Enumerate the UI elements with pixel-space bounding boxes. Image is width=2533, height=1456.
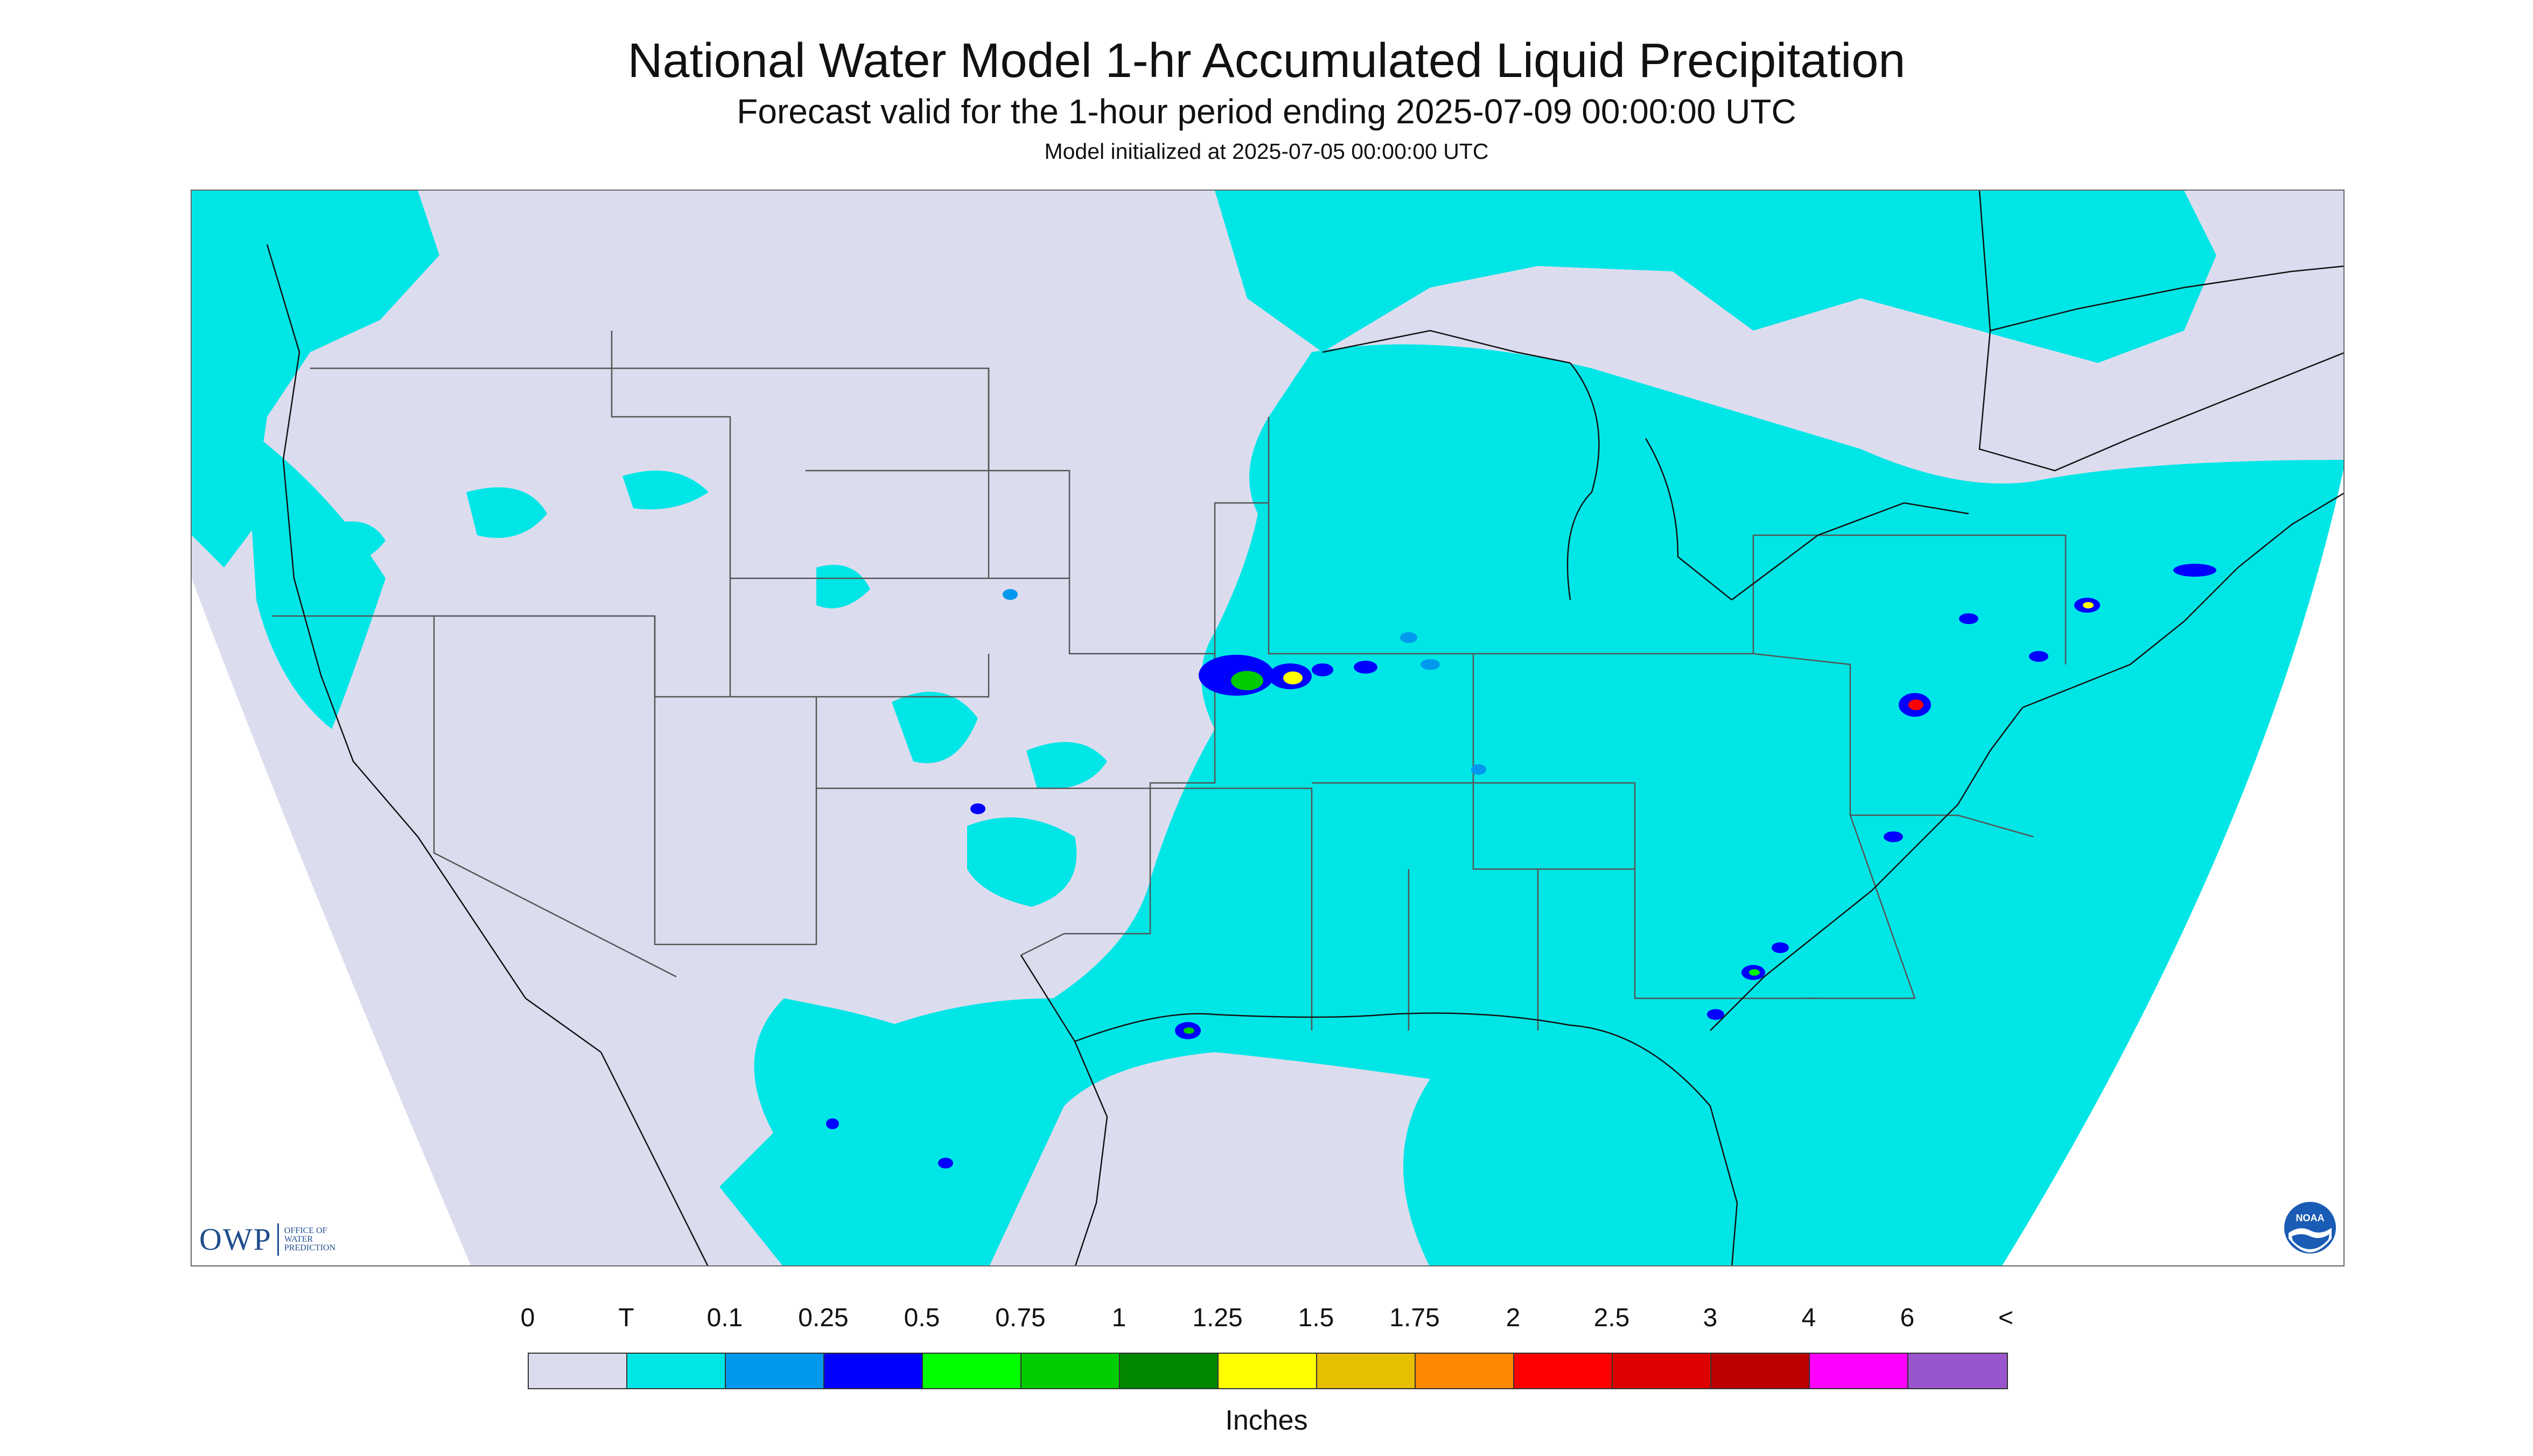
legend-swatch — [923, 1354, 1021, 1388]
legend-tick-label: 1.5 — [1298, 1304, 1334, 1332]
legend-swatch — [1908, 1354, 2007, 1388]
legend-tick-label: 1.75 — [1389, 1304, 1440, 1332]
legend-swatch — [1120, 1354, 1219, 1388]
legend-labels: 0 T 0.1 0.25 0.5 0.75 1 1.25 1.5 1.75 2 2.5 3 4 6 < — [521, 1303, 2035, 1335]
legend-tick-label: 0.1 — [706, 1304, 743, 1332]
legend-tick-label: 6 — [1900, 1304, 1915, 1332]
precipitation-trace-areas — [192, 191, 2343, 1265]
legend-swatch — [1711, 1354, 1810, 1388]
owp-logo-divider — [277, 1223, 279, 1256]
forecast-valid-subtitle: Forecast valid for the 1-hour period end… — [737, 92, 1796, 131]
legend-swatch — [1317, 1354, 1416, 1388]
legend-tick-label: 0.5 — [904, 1304, 940, 1332]
legend-swatch — [726, 1354, 824, 1388]
legend-tick-label: 0 — [520, 1304, 535, 1332]
map-title: National Water Model 1-hr Accumulated Li… — [627, 34, 1906, 88]
legend-swatch — [1810, 1354, 1908, 1388]
legend-tick-label: 0.25 — [798, 1304, 849, 1332]
owp-logo-caption: OFFICE OF WATER PREDICTION — [284, 1226, 335, 1252]
heavy-precip-cores — [826, 564, 2216, 1168]
legend-tick-label: 1 — [1111, 1304, 1126, 1332]
owp-logo: OWP OFFICE OF WATER PREDICTION — [199, 1221, 335, 1257]
legend-swatch — [824, 1354, 923, 1388]
legend-tick-label: 3 — [1703, 1304, 1718, 1332]
legend-swatch — [1514, 1354, 1613, 1388]
legend-tick-label: 2.5 — [1593, 1304, 1630, 1332]
legend-tick-label: 1.25 — [1192, 1304, 1243, 1332]
legend-swatch — [529, 1354, 627, 1388]
legend-tick-label: 4 — [1801, 1304, 1816, 1332]
legend-swatch — [1416, 1354, 1514, 1388]
owp-logo-mark: OWP — [199, 1222, 272, 1257]
state-boundaries — [272, 331, 2067, 1031]
legend-tick-label: < — [1998, 1304, 2014, 1332]
legend-tick-label: 0.75 — [995, 1304, 1046, 1332]
legend-tick-label: 2 — [1506, 1304, 1521, 1332]
map-canvas — [192, 191, 2343, 1265]
legend-units-label: Inches — [1225, 1405, 1308, 1436]
legend-swatch — [627, 1354, 726, 1388]
model-init-line: Model initialized at 2025-07-05 00:00:00… — [1044, 139, 1489, 164]
legend-swatch — [1219, 1354, 1317, 1388]
legend-tick-label: T — [618, 1304, 634, 1332]
precipitation-map — [191, 190, 2345, 1266]
legend-swatch — [1021, 1354, 1120, 1388]
legend-swatch — [1613, 1354, 1711, 1388]
legend-colorbar — [528, 1353, 2008, 1389]
noaa-logo: NOAA — [2283, 1201, 2337, 1257]
svg-text:NOAA: NOAA — [2296, 1213, 2325, 1223]
coastlines — [266, 191, 2343, 1265]
